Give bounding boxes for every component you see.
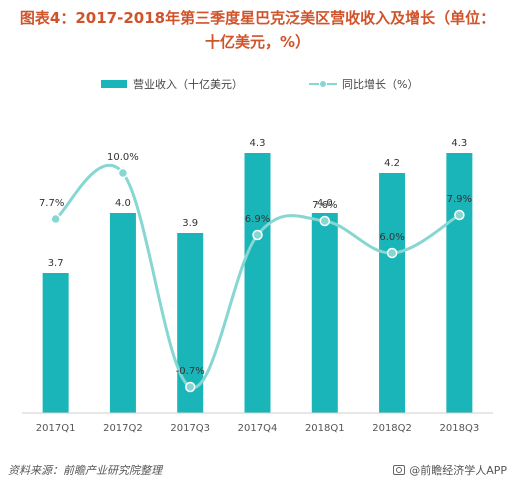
chart-title: 图表4：2017-2018年第三季度星巴克泛美区营收收入及增长（单位： 十亿美元… xyxy=(0,6,515,54)
growth-label-2018Q2: 6.0% xyxy=(379,232,404,243)
growth-point-2017Q3 xyxy=(184,381,196,393)
legend-line-marker xyxy=(319,80,327,88)
growth-label-2017Q4: 6.9% xyxy=(245,214,270,225)
x-tick-label-2018Q2: 2018Q2 xyxy=(372,423,412,434)
brand-label: @前瞻经济学人APP xyxy=(409,464,507,477)
x-tick-label-2017Q1: 2017Q1 xyxy=(36,423,76,434)
x-tick-label-2017Q4: 2017Q4 xyxy=(238,423,278,434)
growth-point-2017Q1 xyxy=(50,213,61,225)
bar-2018Q3 xyxy=(446,153,473,413)
x-tick-label-2018Q1: 2018Q1 xyxy=(305,423,345,434)
growth-label-2017Q1: 7.7% xyxy=(39,198,64,209)
bar-label-2018Q2: 4.2 xyxy=(384,158,400,169)
bar-2017Q1 xyxy=(42,273,69,413)
growth-point-2018Q2 xyxy=(386,247,398,259)
bar-label-2017Q1: 3.7 xyxy=(48,258,64,269)
growth-label-2017Q3: -0.7% xyxy=(176,366,205,377)
growth-point-2018Q3 xyxy=(454,209,465,221)
growth-label-2017Q2: 10.0% xyxy=(107,152,139,163)
bar-label-2018Q3: 4.3 xyxy=(451,138,467,149)
bar-label-2017Q2: 4.0 xyxy=(115,198,131,209)
brand-credit: @前瞻经济学人APP xyxy=(393,462,507,478)
legend-line-label: 同比增长（%） xyxy=(342,77,418,91)
x-tick-label-2018Q3: 2018Q3 xyxy=(440,423,480,434)
chart-title-line1: 图表4：2017-2018年第三季度星巴克泛美区营收收入及增长（单位： xyxy=(19,9,496,27)
bar-2017Q4 xyxy=(244,153,271,413)
x-tick-label-2017Q3: 2017Q3 xyxy=(170,423,210,434)
growth-label-2018Q1: 7.6% xyxy=(312,200,337,211)
growth-point-2018Q1 xyxy=(319,215,331,227)
growth-point-2017Q4 xyxy=(252,229,263,241)
bar-label-2017Q3: 3.9 xyxy=(182,218,198,229)
legend-bar-swatch xyxy=(101,80,127,88)
bar-label-2017Q4: 4.3 xyxy=(250,138,266,149)
bar-label-2018Q1: 4.0 xyxy=(317,198,333,209)
x-tick-label-2017Q2: 2017Q2 xyxy=(103,423,143,434)
source-note: 资料来源：前瞻产业研究院整理 xyxy=(8,464,162,477)
legend-bar-label: 营业收入（十亿美元） xyxy=(133,77,243,91)
bar-2017Q2 xyxy=(109,213,136,413)
bar-2018Q2 xyxy=(379,173,406,413)
chart-title-line2: 十亿美元，%） xyxy=(204,33,311,51)
growth-label-2018Q3: 7.9% xyxy=(447,194,472,205)
camera-icon xyxy=(393,465,406,475)
bar-2018Q1 xyxy=(311,213,338,413)
growth-point-2017Q2 xyxy=(117,167,129,179)
